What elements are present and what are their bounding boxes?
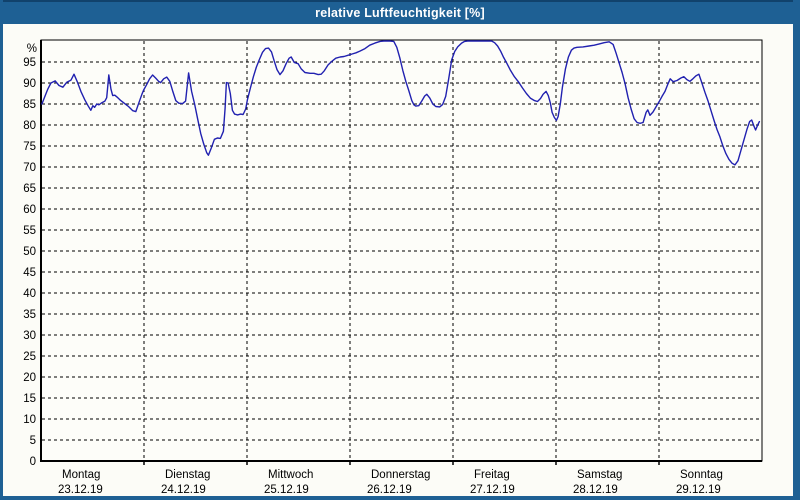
svg-text:90: 90	[23, 78, 36, 90]
svg-text:26.12.19: 26.12.19	[367, 484, 412, 496]
svg-text:Freitag: Freitag	[474, 469, 510, 481]
x-axis-labels: Montag 23.12.19 Dienstag 24.12.19 Mittwoch 25…	[58, 469, 723, 496]
chart-title: relative Luftfeuchtigkeit [%]	[315, 6, 485, 20]
svg-text:30: 30	[23, 330, 36, 342]
svg-text:20: 20	[23, 372, 36, 384]
svg-text:Mittwoch: Mittwoch	[268, 469, 313, 481]
plot-area	[40, 39, 763, 462]
svg-text:40: 40	[23, 288, 36, 300]
svg-text:23.12.19: 23.12.19	[58, 484, 103, 496]
svg-text:80: 80	[23, 120, 36, 132]
svg-text:50: 50	[23, 246, 36, 258]
title-bar: relative Luftfeuchtigkeit [%]	[0, 0, 800, 24]
svg-text:25.12.19: 25.12.19	[264, 484, 309, 496]
svg-text:95: 95	[23, 57, 36, 69]
svg-text:28.12.19: 28.12.19	[573, 484, 618, 496]
svg-text:55: 55	[23, 225, 36, 237]
svg-text:Dienstag: Dienstag	[165, 469, 210, 481]
svg-text:65: 65	[23, 183, 36, 195]
svg-text:45: 45	[23, 267, 36, 279]
svg-text:5: 5	[30, 435, 36, 447]
svg-text:60: 60	[23, 204, 36, 216]
svg-text:70: 70	[23, 162, 36, 174]
svg-text:85: 85	[23, 99, 36, 111]
svg-text:Montag: Montag	[62, 469, 100, 481]
svg-text:75: 75	[23, 141, 36, 153]
svg-text:35: 35	[23, 309, 36, 321]
y-axis-labels: 0 5 10 15 20 25 30 35 40 45 50 55 60 65 70 75 80 85 90 95%	[23, 43, 37, 468]
svg-text:15: 15	[23, 393, 36, 405]
svg-text:24.12.19: 24.12.19	[161, 484, 206, 496]
svg-text:Donnerstag: Donnerstag	[371, 469, 430, 481]
svg-text:0: 0	[30, 456, 36, 468]
svg-text:25: 25	[23, 351, 36, 363]
svg-text:27.12.19: 27.12.19	[470, 484, 515, 496]
svg-text:Samstag: Samstag	[577, 469, 622, 481]
svg-text:%: %	[27, 43, 37, 55]
svg-text:10: 10	[23, 414, 36, 426]
humidity-line	[41, 40, 761, 166]
x-grid	[143, 41, 660, 465]
svg-text:Sonntag: Sonntag	[680, 469, 723, 481]
svg-text:29.12.19: 29.12.19	[676, 484, 721, 496]
